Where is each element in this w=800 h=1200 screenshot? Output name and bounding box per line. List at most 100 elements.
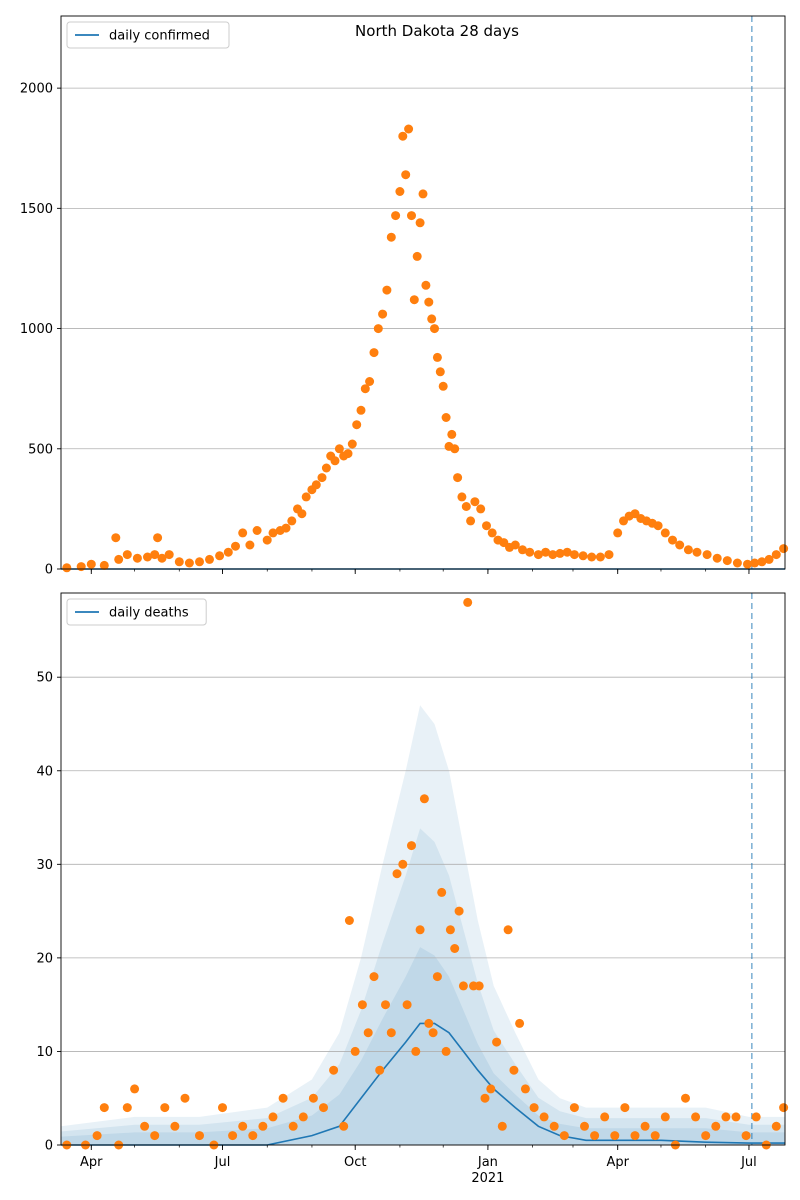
data-point [401,170,411,180]
data-point [668,535,677,545]
data-point [62,563,72,573]
data-point [360,384,370,394]
data-point [369,972,379,982]
data-point [604,550,614,560]
data-point [421,280,431,290]
data-point [435,367,445,377]
data-point [457,492,467,502]
data-point [180,1093,190,1103]
data-point [92,1131,102,1141]
data-point [578,551,588,561]
data-point [779,544,789,554]
data-point [613,528,623,538]
data-point [350,1046,360,1056]
data-point [497,1121,507,1131]
data-point [174,557,184,567]
data-point [378,309,388,319]
data-point [539,1112,549,1122]
x-tick-year-label: 2021 [471,1171,504,1186]
data-point [549,1121,559,1131]
data-point [653,521,663,531]
data-point [357,1000,367,1010]
data-point [319,1103,328,1113]
data-point [268,528,278,538]
data-point [150,1131,160,1141]
data-point [184,558,194,568]
data-point [660,528,670,538]
data-point [771,1121,781,1131]
data-point [712,553,722,563]
data-point [352,420,362,430]
data-point [741,1131,751,1141]
data-point [610,1131,620,1141]
data-point [205,554,214,564]
data-point [541,547,551,557]
data-point [317,473,327,483]
y-tick-label: 10 [36,1045,53,1060]
data-point [369,348,379,358]
data-point [281,523,291,533]
data-point [675,540,685,550]
data-point [245,540,255,550]
data-point [238,1121,248,1131]
data-point [238,528,248,538]
data-point [503,925,513,935]
data-point [482,521,491,531]
y-tick-label: 500 [28,442,53,457]
data-point [288,1121,298,1131]
data-point [660,1112,670,1122]
data-point [691,1112,701,1122]
data-point [268,1112,278,1122]
uncertainty-band-1 [61,705,785,1145]
data-point [515,1018,525,1028]
data-point [297,509,307,519]
data-point [258,1121,268,1131]
data-point [771,550,781,560]
data-point [415,925,425,935]
data-point [441,1046,451,1056]
y-tick-label: 0 [45,563,53,578]
y-tick-label: 20 [36,951,53,966]
data-point [404,124,414,134]
data-point [620,1103,630,1113]
y-tick-label: 0 [45,1139,53,1154]
data-point [555,548,565,558]
data-point [157,553,167,563]
data-point [311,480,321,490]
series-line [61,1022,785,1146]
data-point [764,554,774,564]
data-point [548,550,558,560]
data-point [130,1084,140,1094]
y-tick-label: 40 [36,764,53,779]
x-tick-label: Apr [606,1155,629,1170]
data-point [640,1121,650,1131]
data-point [486,1084,496,1094]
data-point [252,526,262,535]
data-point [412,251,422,261]
data-point [132,553,142,563]
data-point [99,560,109,570]
data-point [334,444,344,454]
data-point [454,906,464,916]
y-tick-label: 1000 [20,322,53,337]
legend-box [66,21,230,49]
data-point [215,551,225,561]
data-point [470,497,480,507]
data-point [365,377,375,386]
data-point [590,1131,600,1141]
legend-entry-label: daily confirmed [109,29,210,44]
data-point [143,552,152,562]
x-tick-label: Apr [80,1155,103,1170]
data-point [692,547,702,557]
data-point [160,1103,170,1113]
data-point [381,1000,390,1010]
x-tick-label: Jan [477,1155,498,1170]
data-point [223,547,233,557]
data-point [432,352,442,362]
confirmed-chart-panel: 0 500 1000 1500 2000 North Dakota 28 days dail… [20,15,789,578]
data-point [757,557,767,567]
data-point [228,1131,238,1141]
data-point [231,541,240,551]
data-point [195,557,204,567]
data-point [262,535,272,545]
